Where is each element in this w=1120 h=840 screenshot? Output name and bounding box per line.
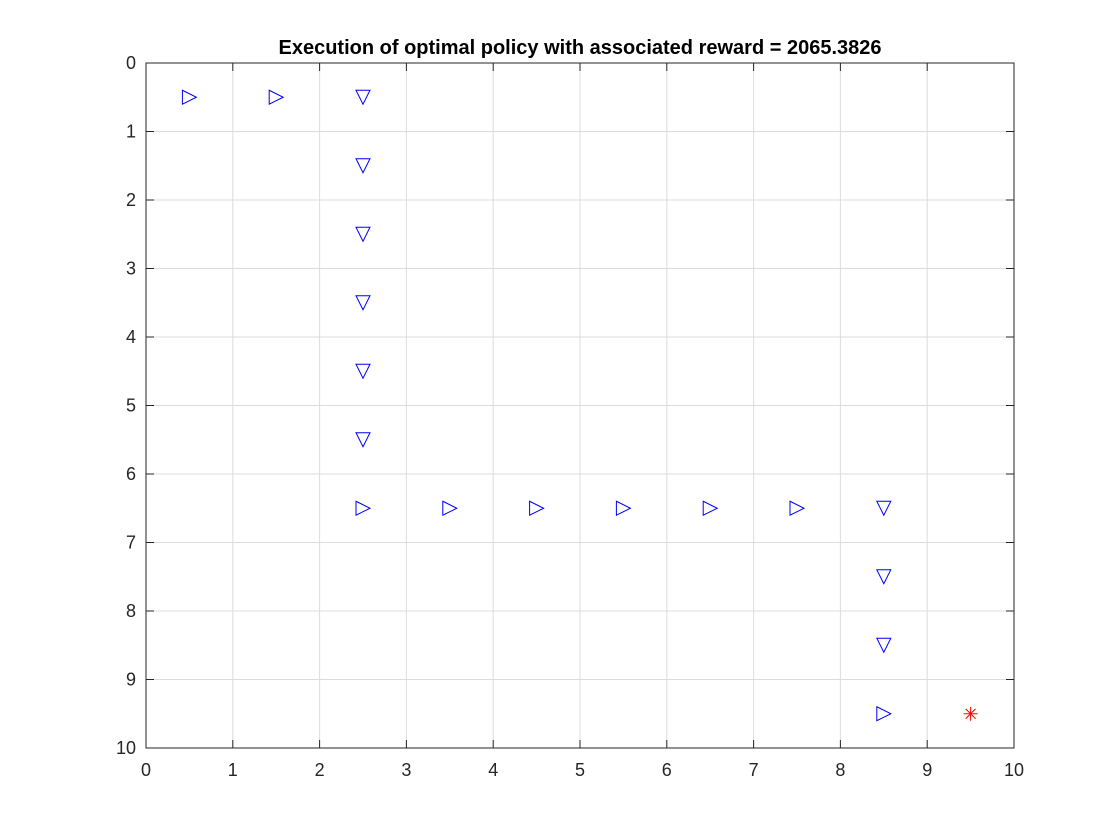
right-triangle-marker <box>702 500 719 517</box>
y-tick-label: 4 <box>126 327 136 347</box>
down-triangle-marker <box>355 363 371 380</box>
down-triangle-marker <box>355 295 371 311</box>
down-triangle-marker <box>875 500 892 517</box>
x-tick-label: 0 <box>141 760 151 780</box>
y-tick-label: 5 <box>126 396 136 416</box>
grid <box>146 63 1014 748</box>
x-tick-label: 9 <box>922 760 932 780</box>
right-triangle-marker <box>529 500 545 517</box>
goal-asterisk-marker <box>963 706 978 721</box>
x-tick-label: 8 <box>835 760 845 780</box>
x-tick-label: 4 <box>488 760 498 780</box>
y-tick-label: 9 <box>126 670 136 690</box>
y-tick-label: 3 <box>126 259 136 279</box>
right-triangle-marker <box>181 89 198 106</box>
right-triangle-marker <box>789 500 806 517</box>
x-tick-label: 6 <box>662 760 672 780</box>
right-triangle-marker <box>876 705 892 722</box>
x-tick-label: 2 <box>315 760 325 780</box>
down-triangle-marker <box>355 432 371 448</box>
down-triangle-marker <box>355 158 371 174</box>
y-tick-label: 10 <box>116 738 136 758</box>
policy-markers <box>181 89 978 722</box>
y-tick-label: 0 <box>126 53 136 73</box>
right-triangle-marker <box>268 89 285 106</box>
y-tick-label: 1 <box>126 122 136 142</box>
x-tick-label: 1 <box>228 760 238 780</box>
y-tick-label: 2 <box>126 190 136 210</box>
down-triangle-marker <box>875 637 892 654</box>
x-tick-label: 10 <box>1004 760 1024 780</box>
x-tick-label: 7 <box>749 760 759 780</box>
y-tick-label: 7 <box>126 533 136 553</box>
down-triangle-marker <box>875 569 892 585</box>
down-triangle-marker <box>355 89 371 106</box>
y-tick-label: 6 <box>126 464 136 484</box>
x-tick-label: 5 <box>575 760 585 780</box>
right-triangle-marker <box>442 500 458 517</box>
chart-title: Execution of optimal policy with associa… <box>279 37 882 59</box>
y-tick-label: 8 <box>126 601 136 621</box>
right-triangle-marker <box>355 500 372 517</box>
x-tick-label: 3 <box>401 760 411 780</box>
down-triangle-marker <box>355 226 371 243</box>
right-triangle-marker <box>615 500 632 517</box>
